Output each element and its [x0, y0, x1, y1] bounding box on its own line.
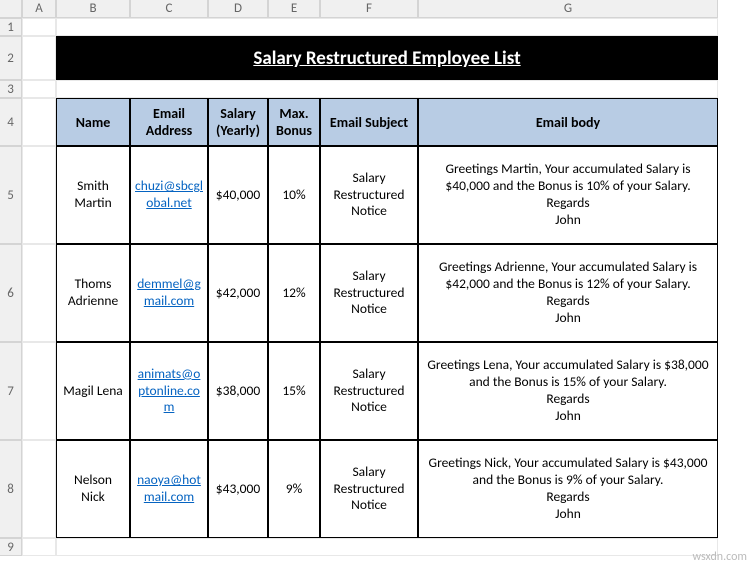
cell-A1[interactable] [22, 18, 56, 36]
select-all-corner[interactable] [0, 0, 22, 18]
cell-email[interactable]: chuzi@sbcglobal.net [130, 146, 208, 244]
cell-salary[interactable]: $38,000 [208, 342, 268, 440]
cell-A7[interactable] [22, 342, 56, 440]
cell-A8[interactable] [22, 440, 56, 538]
email-link[interactable]: chuzi@sbcglobal.net [135, 178, 203, 212]
cell-A5[interactable] [22, 146, 56, 244]
table-header-salary[interactable]: Salary (Yearly) [208, 98, 268, 146]
col-header-D[interactable]: D [208, 0, 268, 18]
watermark: wsxdn.com [692, 550, 747, 564]
col-header-G[interactable]: G [418, 0, 718, 18]
cell-salary[interactable]: $40,000 [208, 146, 268, 244]
table-header-email[interactable]: Email Address [130, 98, 208, 146]
cell-body[interactable]: Greetings Lena, Your accumulated Salary … [418, 342, 718, 440]
row-header-5[interactable]: 5 [0, 146, 22, 244]
cell-body[interactable]: Greetings Martin, Your accumulated Salar… [418, 146, 718, 244]
cell-email[interactable]: demmel@gmail.com [130, 244, 208, 342]
col-header-E[interactable]: E [268, 0, 320, 18]
cell-name[interactable]: Smith Martin [56, 146, 130, 244]
cell-A2[interactable] [22, 36, 56, 80]
row-header-9[interactable]: 9 [0, 538, 22, 556]
row-header-3[interactable]: 3 [0, 80, 22, 98]
cell-name[interactable]: Magil Lena [56, 342, 130, 440]
cell-A9[interactable] [22, 538, 56, 556]
email-link[interactable]: animats@optonline.com [135, 366, 203, 417]
cell-bonus[interactable]: 15% [268, 342, 320, 440]
cell-email[interactable]: naoya@hotmail.com [130, 440, 208, 538]
email-link[interactable]: demmel@gmail.com [135, 276, 203, 310]
spreadsheet-grid: A B C D E F G 1 2 Salary Restructured Em… [0, 0, 755, 556]
page-title[interactable]: Salary Restructured Employee List [56, 36, 718, 80]
col-header-B[interactable]: B [56, 0, 130, 18]
cell-body[interactable]: Greetings Nick, Your accumulated Salary … [418, 440, 718, 538]
col-header-F[interactable]: F [320, 0, 418, 18]
table-header-bonus[interactable]: Max. Bonus [268, 98, 320, 146]
cell-A3[interactable] [22, 80, 56, 98]
cell-bonus[interactable]: 12% [268, 244, 320, 342]
row-header-8[interactable]: 8 [0, 440, 22, 538]
cell-subject[interactable]: Salary Restructured Notice [320, 440, 418, 538]
row-header-1[interactable]: 1 [0, 18, 22, 36]
cell-B9-G9[interactable] [56, 538, 718, 556]
cell-email[interactable]: animats@optonline.com [130, 342, 208, 440]
row-header-2[interactable]: 2 [0, 36, 22, 80]
cell-name[interactable]: Thoms Adrienne [56, 244, 130, 342]
row-header-6[interactable]: 6 [0, 244, 22, 342]
cell-B1-G1[interactable] [56, 18, 718, 36]
row-header-4[interactable]: 4 [0, 98, 22, 146]
cell-salary[interactable]: $42,000 [208, 244, 268, 342]
cell-A4[interactable] [22, 98, 56, 146]
table-header-name[interactable]: Name [56, 98, 130, 146]
cell-B3-G3[interactable] [56, 80, 718, 98]
table-header-body[interactable]: Email body [418, 98, 718, 146]
cell-subject[interactable]: Salary Restructured Notice [320, 244, 418, 342]
cell-bonus[interactable]: 10% [268, 146, 320, 244]
row-header-7[interactable]: 7 [0, 342, 22, 440]
table-header-subject[interactable]: Email Subject [320, 98, 418, 146]
cell-A6[interactable] [22, 244, 56, 342]
cell-salary[interactable]: $43,000 [208, 440, 268, 538]
email-link[interactable]: naoya@hotmail.com [135, 472, 203, 506]
col-header-A[interactable]: A [22, 0, 56, 18]
cell-bonus[interactable]: 9% [268, 440, 320, 538]
cell-subject[interactable]: Salary Restructured Notice [320, 146, 418, 244]
cell-name[interactable]: Nelson Nick [56, 440, 130, 538]
cell-subject[interactable]: Salary Restructured Notice [320, 342, 418, 440]
cell-body[interactable]: Greetings Adrienne, Your accumulated Sal… [418, 244, 718, 342]
col-header-C[interactable]: C [130, 0, 208, 18]
